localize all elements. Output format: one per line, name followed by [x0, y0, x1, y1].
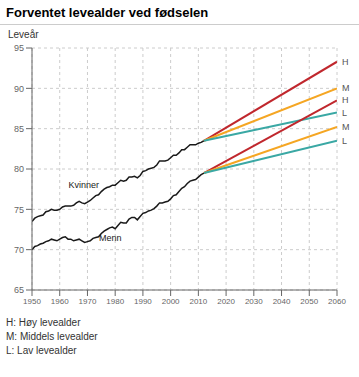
svg-text:M: M [342, 122, 350, 132]
svg-text:95: 95 [14, 43, 24, 53]
svg-text:H: H [342, 95, 349, 105]
html-text:L: Lav levealder: L: Lav levealder [6, 345, 77, 356]
svg-text:70: 70 [14, 245, 24, 255]
svg-text:1960: 1960 [51, 297, 69, 306]
svg-text:1970: 1970 [79, 297, 97, 306]
svg-text:Menn: Menn [99, 233, 122, 243]
svg-text:2040: 2040 [273, 297, 291, 306]
svg-text:L: L [342, 136, 347, 146]
svg-text:2020: 2020 [217, 297, 235, 306]
svg-text:1950: 1950 [23, 297, 41, 306]
svg-text:1990: 1990 [134, 297, 152, 306]
svg-text:L: L [342, 108, 347, 118]
svg-text:75: 75 [14, 205, 24, 215]
svg-text:90: 90 [14, 84, 24, 94]
svg-text:H: H [342, 57, 349, 67]
html-text:Forventet levealder ved fødsel: Forventet levealder ved fødselen [6, 5, 209, 20]
svg-text:2010: 2010 [189, 297, 207, 306]
svg-text:85: 85 [14, 124, 24, 134]
svg-text:Kvinner: Kvinner [69, 180, 100, 190]
html-text:H: Høy levealder: H: Høy levealder [6, 317, 81, 328]
svg-text:80: 80 [14, 164, 24, 174]
svg-text:2000: 2000 [162, 297, 180, 306]
svg-text:2060: 2060 [328, 297, 346, 306]
svg-text:M: M [342, 83, 350, 93]
html-text:M: Middels levealder: M: Middels levealder [6, 331, 98, 342]
svg-text:1980: 1980 [106, 297, 124, 306]
svg-text:2030: 2030 [245, 297, 263, 306]
html-text:Leveår: Leveår [8, 29, 39, 40]
svg-text:2050: 2050 [300, 297, 318, 306]
svg-text:65: 65 [14, 285, 24, 295]
